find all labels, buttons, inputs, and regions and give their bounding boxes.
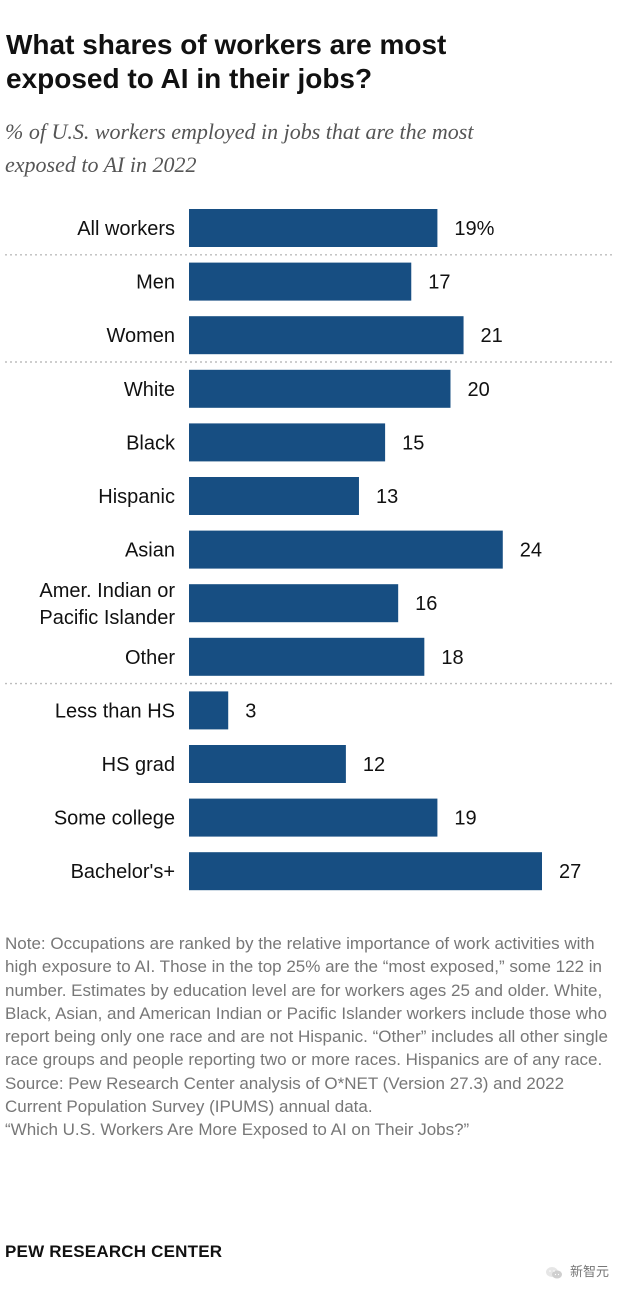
category-label: Men — [136, 272, 175, 294]
bar — [189, 316, 464, 355]
value-label: 21 — [481, 325, 503, 347]
chart-subtitle: % of U.S. workers employed in jobs that … — [5, 119, 474, 177]
category-label: Amer. Indian or Pacific Islander — [39, 580, 175, 629]
value-label: 16 — [415, 593, 437, 615]
bar — [189, 477, 359, 515]
category-label: All workers — [77, 218, 175, 240]
bar — [189, 852, 542, 891]
value-label: 24 — [520, 540, 542, 562]
value-label: 3 — [245, 700, 256, 722]
chart-title: What shares of workers are most exposed … — [6, 29, 447, 94]
bar — [189, 637, 425, 676]
value-label: 17 — [428, 272, 450, 294]
category-label: White — [124, 379, 175, 401]
value-label: 20 — [467, 379, 489, 401]
value-label: 27 — [559, 861, 581, 883]
bar-chart-svg: All workers 19% Men 17 Women 21 White 20 Black 15… — [5, 209, 612, 891]
bar-chart: All workers 19% Men 17 Women 21 White 20 Black 15… — [0, 196, 620, 906]
bar — [189, 369, 451, 408]
source-note: Source: Pew Research Center analysis of … — [5, 1073, 565, 1117]
value-label: 12 — [363, 754, 385, 776]
bar — [189, 798, 438, 837]
category-label: Women — [106, 325, 175, 347]
value-label: 19 — [454, 808, 476, 830]
value-label: 18 — [441, 647, 463, 669]
bar — [189, 691, 229, 730]
category-label: Other — [125, 647, 175, 669]
report-title: “Which U.S. Workers Are More Exposed to … — [5, 1120, 470, 1140]
bar — [189, 530, 503, 569]
bar — [189, 423, 386, 462]
category-label: Hispanic — [98, 486, 175, 508]
category-label: Asian — [125, 540, 175, 562]
wechat-icon — [545, 1267, 562, 1279]
category-label: Bachelor's+ — [71, 861, 175, 883]
category-label: Black — [126, 432, 176, 454]
bar — [189, 745, 346, 783]
footer: PEW RESEARCH CENTER 新智元 — [5, 1238, 615, 1294]
source-watermark: 新智元 — [545, 1266, 609, 1280]
bar — [189, 262, 412, 301]
category-label: HS grad — [102, 754, 175, 776]
category-label: Some college — [54, 808, 175, 830]
methodology-note: Note: Occupations are ranked by the rela… — [5, 934, 608, 1070]
category-label: Less than HS — [55, 700, 175, 722]
bar — [189, 584, 399, 623]
value-label: 19% — [454, 218, 494, 240]
value-label: 15 — [402, 432, 424, 454]
watermark-text: 新智元 — [569, 1265, 609, 1280]
bar — [189, 209, 438, 247]
organization-name: PEW RESEARCH CENTER — [5, 1242, 223, 1261]
value-label: 13 — [376, 486, 398, 508]
chart-notes: Note: Occupations are ranked by the rela… — [5, 932, 611, 1142]
